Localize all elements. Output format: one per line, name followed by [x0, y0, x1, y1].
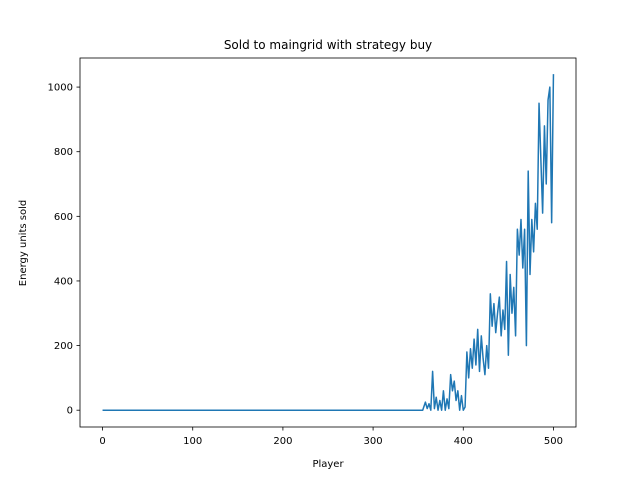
- x-axis-ticks: 0 100 200 300 400 500: [99, 427, 563, 447]
- x-tick-label: 0: [99, 436, 105, 447]
- y-tick-label: 200: [54, 341, 73, 352]
- y-axis-ticks: 0 200 400 600 800 1000: [48, 83, 80, 417]
- x-tick-label: 400: [454, 436, 473, 447]
- x-tick-label: 500: [544, 436, 563, 447]
- y-tick-label: 0: [67, 406, 73, 417]
- x-tick-label: 200: [273, 436, 292, 447]
- chart-title: Sold to maingrid with strategy buy: [224, 38, 432, 52]
- x-tick-label: 100: [183, 436, 202, 447]
- series-line-0: [102, 74, 555, 411]
- y-tick-label: 1000: [48, 83, 73, 94]
- y-axis-label: Energy units sold: [18, 200, 29, 286]
- axes-frame: [79, 57, 577, 428]
- y-tick-label: 400: [54, 276, 73, 287]
- x-axis-label: Player: [312, 459, 344, 470]
- y-tick-label: 800: [54, 147, 73, 158]
- series-group: [102, 74, 555, 411]
- x-tick-label: 300: [364, 436, 383, 447]
- y-tick-label: 600: [54, 212, 73, 223]
